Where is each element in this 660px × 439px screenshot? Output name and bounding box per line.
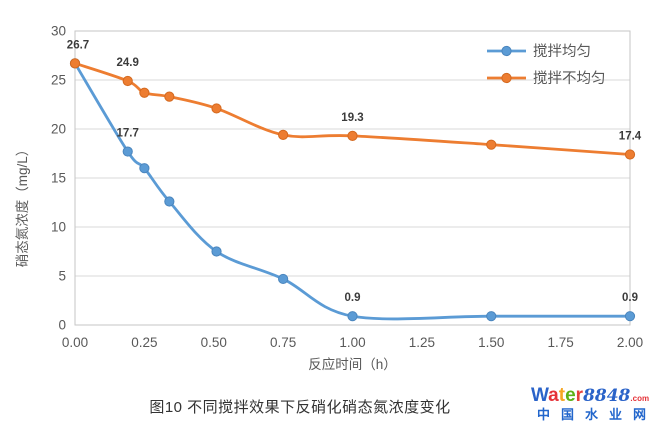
y-tick-label: 10 xyxy=(51,220,66,235)
figure-caption: 图10 不同搅拌效果下反硝化硝态氮浓度变化 xyxy=(149,399,451,416)
y-axis-title: 硝态氮浓度（mg/L） xyxy=(15,143,30,268)
x-tick-label: 0.50 xyxy=(201,335,227,350)
watermark-letter: r xyxy=(575,385,584,406)
data-point-marker xyxy=(486,139,497,150)
watermark-letter: e xyxy=(565,385,576,406)
series-搅拌不均匀 xyxy=(69,58,636,160)
plot-area xyxy=(74,30,631,326)
data-point-marker xyxy=(69,58,81,69)
data-point-marker xyxy=(164,91,175,102)
x-tick-label: 1.00 xyxy=(339,335,365,350)
data-label: 24.9 xyxy=(117,57,139,69)
x-tick-label: 1.75 xyxy=(547,335,573,350)
watermark-word: Water xyxy=(531,385,583,406)
data-label: 0.9 xyxy=(345,292,361,304)
data-point-marker xyxy=(139,87,150,98)
data-point-marker xyxy=(486,311,497,322)
x-tick-label: 0.25 xyxy=(131,335,157,350)
data-point-marker xyxy=(347,311,358,322)
x-tick-label: 1.50 xyxy=(478,335,504,350)
series-line-0 xyxy=(73,61,632,321)
data-labels-搅拌不均匀: 26.7 24.9 19.3 17.4 xyxy=(67,39,642,142)
data-label: 19.3 xyxy=(341,112,363,124)
y-axis-labels: 0 5 10 15 20 25 30 xyxy=(51,24,66,333)
data-point-marker xyxy=(211,246,222,257)
watermark-tld: .com xyxy=(630,394,650,403)
y-axis-title-group: 硝态氮浓度（mg/L） xyxy=(15,143,30,268)
legend-label: 搅拌均匀 xyxy=(533,43,591,60)
series-搅拌均匀 xyxy=(69,58,636,322)
legend-marker xyxy=(501,45,512,57)
data-point-marker xyxy=(211,103,222,114)
watermark-logo: Water8848.com 中国水业网 xyxy=(526,386,654,422)
plot-border xyxy=(74,30,631,326)
x-tick-label: 0.75 xyxy=(270,335,296,350)
data-point-marker xyxy=(122,146,133,157)
x-tick-label: 2.00 xyxy=(617,335,643,350)
chart-canvas: 17.7 0.9 0.9 26.7 24.9 19.3 17.4 0 5 10 15 20 25 30 0.… xyxy=(15,24,643,373)
data-point-marker xyxy=(624,311,636,322)
watermark-number: 8848 xyxy=(583,386,631,406)
legend-label: 搅拌不均匀 xyxy=(533,70,606,87)
y-tick-label: 15 xyxy=(51,171,66,186)
data-point-marker xyxy=(122,75,133,87)
y-tick-label: 5 xyxy=(58,269,66,284)
data-point-marker xyxy=(164,196,175,207)
x-tick-label: 0.00 xyxy=(62,335,88,350)
watermark-letter: t xyxy=(558,385,566,406)
watermark-wordmark: Water8848.com xyxy=(526,386,654,406)
data-label: 17.7 xyxy=(117,128,139,140)
x-axis-title-group: 反应时间（h） xyxy=(308,356,397,372)
y-tick-label: 30 xyxy=(51,24,66,39)
data-label: 17.4 xyxy=(619,130,642,142)
data-labels-搅拌均匀: 17.7 0.9 0.9 xyxy=(117,128,638,305)
y-tick-label: 20 xyxy=(51,122,66,137)
watermark-letter: W xyxy=(530,385,549,406)
watermark-letter: a xyxy=(548,385,559,406)
legend-marker xyxy=(501,72,512,84)
data-label: 0.9 xyxy=(622,292,638,304)
watermark-subtitle: 中国水业网 xyxy=(537,406,658,422)
data-point-marker xyxy=(624,149,636,160)
data-point-marker xyxy=(347,130,358,141)
x-tick-label: 1.25 xyxy=(409,335,435,350)
x-axis-labels: 0.00 0.25 0.50 0.75 1.00 1.25 1.50 1.75 2.00 xyxy=(62,335,643,350)
data-label: 26.7 xyxy=(67,39,89,51)
data-point-marker xyxy=(278,273,289,285)
y-tick-label: 0 xyxy=(58,318,66,333)
data-point-marker xyxy=(139,163,150,174)
y-tick-label: 25 xyxy=(51,73,66,88)
data-point-marker xyxy=(278,129,289,140)
x-axis-title: 反应时间（h） xyxy=(308,356,397,372)
line-chart: 17.7 0.9 0.9 26.7 24.9 19.3 17.4 0 5 10 15 20 25 30 0.… xyxy=(15,24,643,373)
